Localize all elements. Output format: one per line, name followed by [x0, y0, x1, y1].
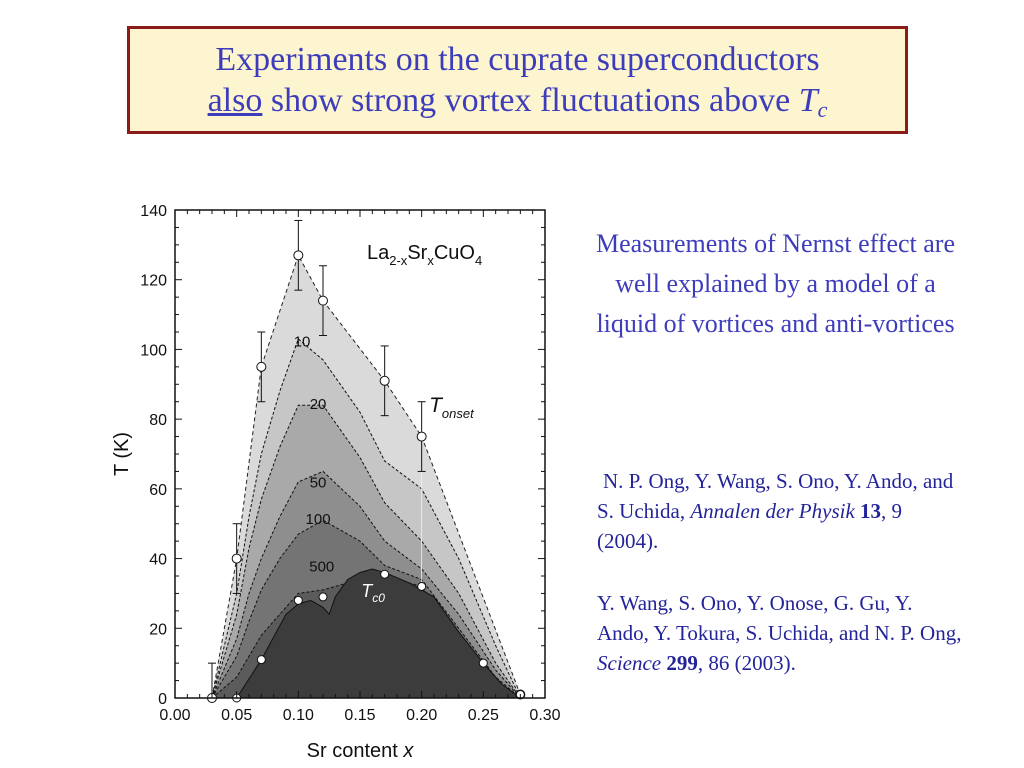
- y-tick-label: 120: [140, 273, 167, 290]
- x-axis-label: Sr content x: [307, 740, 415, 762]
- compound-subscript: 4: [475, 253, 482, 268]
- y-axis-label: T (K): [111, 432, 133, 476]
- tonset-point: [318, 295, 328, 306]
- ref1-authors: N. P. Ong, Y. Wang, S. Ono, Y. Ando, and…: [597, 469, 954, 523]
- title-line-1: Experiments on the cuprate superconducto…: [215, 41, 820, 78]
- compound-part: CuO: [434, 242, 475, 264]
- title-also: also: [207, 82, 263, 119]
- tc0-point: [380, 569, 390, 579]
- x-tick-label: 0.05: [221, 707, 252, 724]
- x-tick-label: 0.15: [344, 707, 375, 724]
- reference-2: Y. Wang, S. Ono, Y. Onose, G. Gu, Y. And…: [597, 588, 967, 678]
- y-tick-label: 60: [149, 482, 167, 499]
- y-tick-label: 80: [149, 412, 167, 429]
- reference-1: N. P. Ong, Y. Wang, S. Ono, Y. Ando, and…: [597, 466, 967, 556]
- y-tick-label: 100: [140, 342, 167, 359]
- phase-diagram-chart: 10 20 50 100 500 0.00 0.05 0.10 0.15 0.20 0.25 0.30…: [111, 203, 561, 762]
- ref2-journal: Science: [597, 651, 662, 675]
- tonset-point: [293, 250, 304, 261]
- x-tick-label: 0.30: [529, 707, 560, 724]
- tonset-label: Tonset: [429, 394, 475, 421]
- tc0-label: Tc0: [361, 581, 385, 605]
- title-rest: show strong vortex fluctuations above: [262, 82, 799, 119]
- y-tick-label: 140: [140, 203, 167, 220]
- tc0-point: [293, 595, 303, 605]
- tonset-point: [379, 375, 390, 386]
- slide-title: Experiments on the cuprate superconducto…: [127, 26, 908, 134]
- ref2-volume: 299: [666, 651, 698, 675]
- ref2-authors: Y. Wang, S. Ono, Y. Onose, G. Gu, Y. And…: [597, 591, 962, 645]
- x-axis-label-text: Sr content: [307, 740, 404, 762]
- x-tick-label: 0.10: [283, 707, 314, 724]
- tc0-point: [478, 658, 488, 668]
- x-tick-label: 0.00: [159, 707, 190, 724]
- title-sub-c: c: [817, 97, 828, 122]
- compound-part: La: [367, 242, 390, 264]
- tonset-point: [416, 431, 427, 442]
- contour-label: 20: [310, 396, 327, 413]
- tc0-label-T: T: [361, 581, 374, 601]
- title-line-2: also show strong vortex fluctuations abo…: [208, 80, 828, 121]
- tc0-point: [256, 655, 266, 665]
- compound-label: La2-xSrxCuO4: [367, 242, 482, 268]
- x-tick-label: 0.20: [406, 707, 437, 724]
- contour-label: 100: [306, 511, 331, 528]
- tc0-point: [417, 581, 427, 591]
- compound-part: Sr: [407, 242, 427, 264]
- ref2-rest: , 86 (2003).: [697, 651, 796, 675]
- x-tick-label: 0.25: [468, 707, 499, 724]
- ref1-journal: Annalen der Physik: [690, 499, 855, 523]
- ref1-rest: , 9 (2004).: [597, 499, 903, 553]
- y-tick-label: 0: [158, 691, 167, 708]
- y-tick-label: 40: [149, 552, 167, 569]
- tc0-region: [212, 568, 522, 698]
- tonset-label-T: T: [429, 394, 444, 417]
- summary-text: Measurements of Nernst effect are well e…: [595, 229, 956, 338]
- tonset-curve: [211, 254, 521, 698]
- contour-label: 500: [309, 558, 334, 575]
- plot-area: [208, 219, 522, 698]
- ref1-volume: 13: [860, 499, 882, 523]
- compound-subscript: x: [427, 253, 434, 268]
- contour-label: 10: [294, 333, 311, 350]
- tonset-point: [231, 553, 242, 564]
- tonset-label-sub: onset: [442, 406, 475, 421]
- title-T: T: [798, 82, 818, 119]
- tonset-point: [256, 361, 267, 372]
- y-tick-label: 20: [149, 621, 167, 638]
- x-axis-label-var: x: [402, 740, 414, 762]
- tc0-label-sub: c0: [372, 591, 385, 605]
- compound-subscript: 2-x: [389, 253, 408, 268]
- tc0-point: [318, 592, 328, 602]
- contour-label: 50: [310, 475, 327, 492]
